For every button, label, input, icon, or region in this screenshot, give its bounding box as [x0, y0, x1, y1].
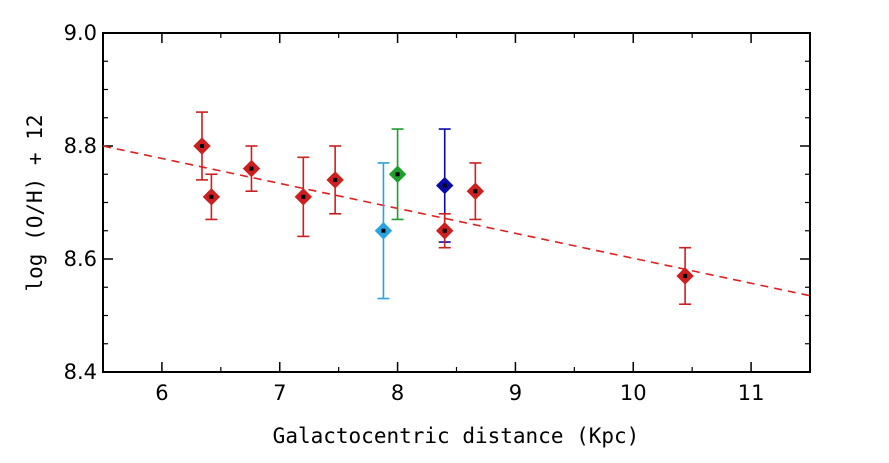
- data-point-center: [381, 228, 386, 233]
- x-tick-label: 7: [273, 381, 286, 405]
- x-tick-label: 6: [155, 381, 168, 405]
- data-point-center: [683, 273, 688, 278]
- data-point-center: [395, 172, 400, 177]
- data-point-center: [301, 194, 306, 199]
- y-axis-title: log (O/H) + 12: [23, 114, 47, 291]
- fit-line-group: [102, 145, 811, 297]
- x-axis-ticks: 6 7 8 9 10 11: [155, 33, 764, 405]
- y-tick-label: 8.6: [64, 247, 97, 271]
- fit-line: [102, 145, 811, 297]
- data-point-center: [209, 194, 214, 199]
- data-point-center: [333, 177, 338, 182]
- data-point-center: [442, 183, 447, 188]
- data-points-group: [193, 111, 694, 306]
- data-point-center: [199, 144, 204, 148]
- y-axis-ticks: 8.4 8.6 8.8 9.0: [64, 21, 810, 384]
- data-point-center: [473, 189, 478, 194]
- y-tick-label: 8.8: [64, 134, 97, 158]
- y-tick-label: 9.0: [64, 21, 97, 45]
- x-tick-label: 11: [738, 381, 765, 405]
- x-axis-title: Galactocentric distance (Kpc): [273, 424, 640, 448]
- x-tick-label: 10: [620, 381, 647, 405]
- x-tick-label: 8: [391, 381, 404, 405]
- x-tick-label: 9: [509, 381, 522, 405]
- data-point-center: [249, 166, 254, 171]
- data-point-center: [442, 228, 447, 233]
- y-tick-label: 8.4: [64, 360, 97, 384]
